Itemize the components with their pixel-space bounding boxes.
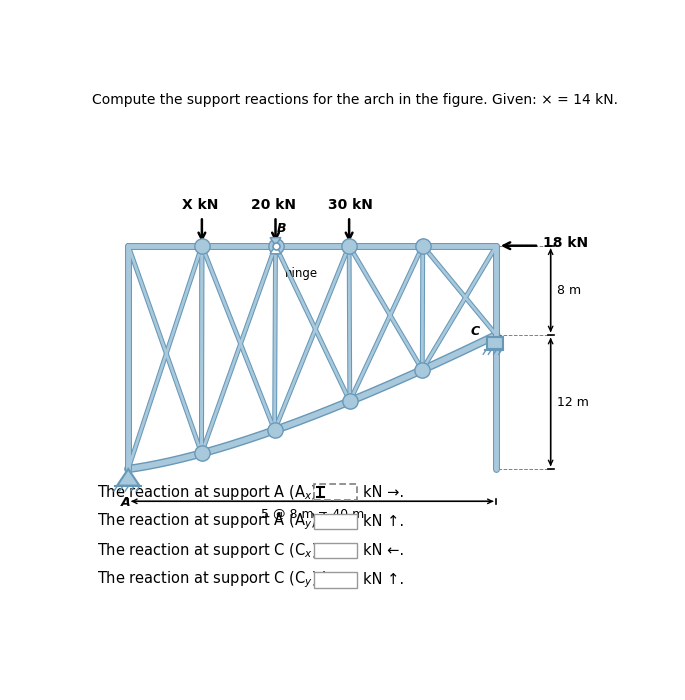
Text: The reaction at support C (C$_{x}$) is: The reaction at support C (C$_{x}$) is [97,541,335,560]
Bar [314,543,357,559]
Text: The reaction at support A (A$_{y}$) is: The reaction at support A (A$_{y}$) is [97,511,334,532]
Text: C: C [470,326,479,338]
Polygon shape [117,469,140,486]
Text: hinge: hinge [285,267,318,280]
Text: The reaction at support C (C$_{y}$) is: The reaction at support C (C$_{y}$) is [97,570,335,590]
Bar [314,514,357,529]
Text: 20 kN: 20 kN [251,198,297,212]
Text: The reaction at support A (A$_{x}$) is: The reaction at support A (A$_{x}$) is [97,482,334,502]
Text: A: A [121,496,130,510]
Polygon shape [270,246,281,254]
Text: 8 m: 8 m [557,284,581,297]
Text: 30 kN: 30 kN [328,198,373,212]
Text: kN ←.: kN ←. [363,543,404,558]
Text: X kN: X kN [182,198,219,212]
Text: kN →.: kN →. [363,484,404,500]
Polygon shape [270,237,281,246]
Text: kN ↑.: kN ↑. [363,514,404,529]
FancyBboxPatch shape [314,484,357,500]
Text: 12 m: 12 m [557,395,588,409]
Text: Compute the support reactions for the arch in the figure. Given: × = 14 kN.: Compute the support reactions for the ar… [92,93,618,107]
Text: kN ↑.: kN ↑. [363,573,404,587]
Bar [487,337,503,349]
Bar [314,572,357,587]
Text: 5 @ 8 m = 40 m: 5 @ 8 m = 40 m [261,508,364,521]
Text: B: B [277,223,286,235]
Text: 18 kN: 18 kN [543,237,588,251]
